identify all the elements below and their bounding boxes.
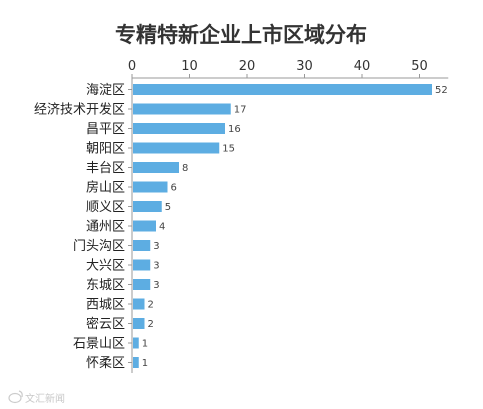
x-tick-label: 10 (181, 59, 198, 74)
bar (133, 240, 151, 251)
x-tick-label: 50 (411, 59, 428, 74)
bar (133, 123, 225, 134)
value-label: 1 (142, 358, 148, 369)
category-label: 怀柔区 (86, 356, 125, 371)
value-label: 4 (159, 222, 165, 233)
x-tick-label: 20 (239, 59, 256, 74)
category-label: 西城区 (86, 298, 125, 313)
value-label: 8 (182, 163, 188, 174)
bar (133, 142, 220, 154)
value-label: 16 (228, 124, 241, 135)
value-label: 1 (142, 339, 148, 350)
value-label: 6 (171, 183, 177, 194)
category-label: 顺义区 (86, 200, 125, 215)
category-label: 密云区 (86, 316, 125, 332)
category-label: 通州区 (86, 220, 125, 235)
value-label: 5 (165, 202, 171, 213)
bar (133, 357, 139, 368)
value-label: 3 (153, 241, 159, 252)
watermark: 文汇新闻 (8, 390, 65, 405)
bar (133, 279, 151, 290)
x-tick-label: 0 (128, 59, 136, 74)
bar (133, 201, 162, 212)
category-label: 经济技术开发区 (34, 102, 125, 118)
bar (133, 318, 145, 329)
x-tick-label: 30 (296, 59, 313, 74)
bar (133, 84, 432, 95)
category-label: 海淀区 (86, 83, 125, 98)
category-label: 大兴区 (86, 259, 125, 274)
category-label: 门头沟区 (73, 239, 125, 254)
watermark-text: 文汇新闻 (25, 392, 65, 405)
category-label: 昌平区 (86, 122, 125, 137)
bar (133, 298, 145, 310)
bar (133, 259, 151, 271)
bar (133, 220, 156, 232)
category-label: 房山区 (86, 180, 125, 196)
x-axis: 0 10 20 30 40 50 (128, 59, 449, 79)
bar (133, 162, 179, 173)
value-label: 52 (435, 85, 448, 96)
y-axis: 海淀区经济技术开发区昌平区朝阳区丰台区房山区顺义区通州区门头沟区大兴区东城区西城… (34, 78, 133, 373)
weibo-logo-icon (8, 390, 23, 404)
category-label: 东城区 (86, 278, 125, 293)
value-label: 17 (234, 105, 247, 116)
category-label: 朝阳区 (86, 142, 125, 157)
x-tick-label: 40 (354, 59, 371, 74)
category-label: 石景山区 (73, 337, 125, 352)
bar (133, 337, 139, 349)
value-label: 3 (153, 280, 159, 291)
category-label: 丰台区 (86, 161, 125, 176)
value-label: 2 (148, 300, 154, 311)
chart-title: 专精特新企业上市区域分布 (115, 23, 367, 47)
value-label: 3 (153, 261, 159, 272)
bar (133, 181, 168, 193)
value-label: 15 (222, 144, 235, 155)
bar (133, 103, 231, 115)
value-label: 2 (148, 319, 154, 330)
